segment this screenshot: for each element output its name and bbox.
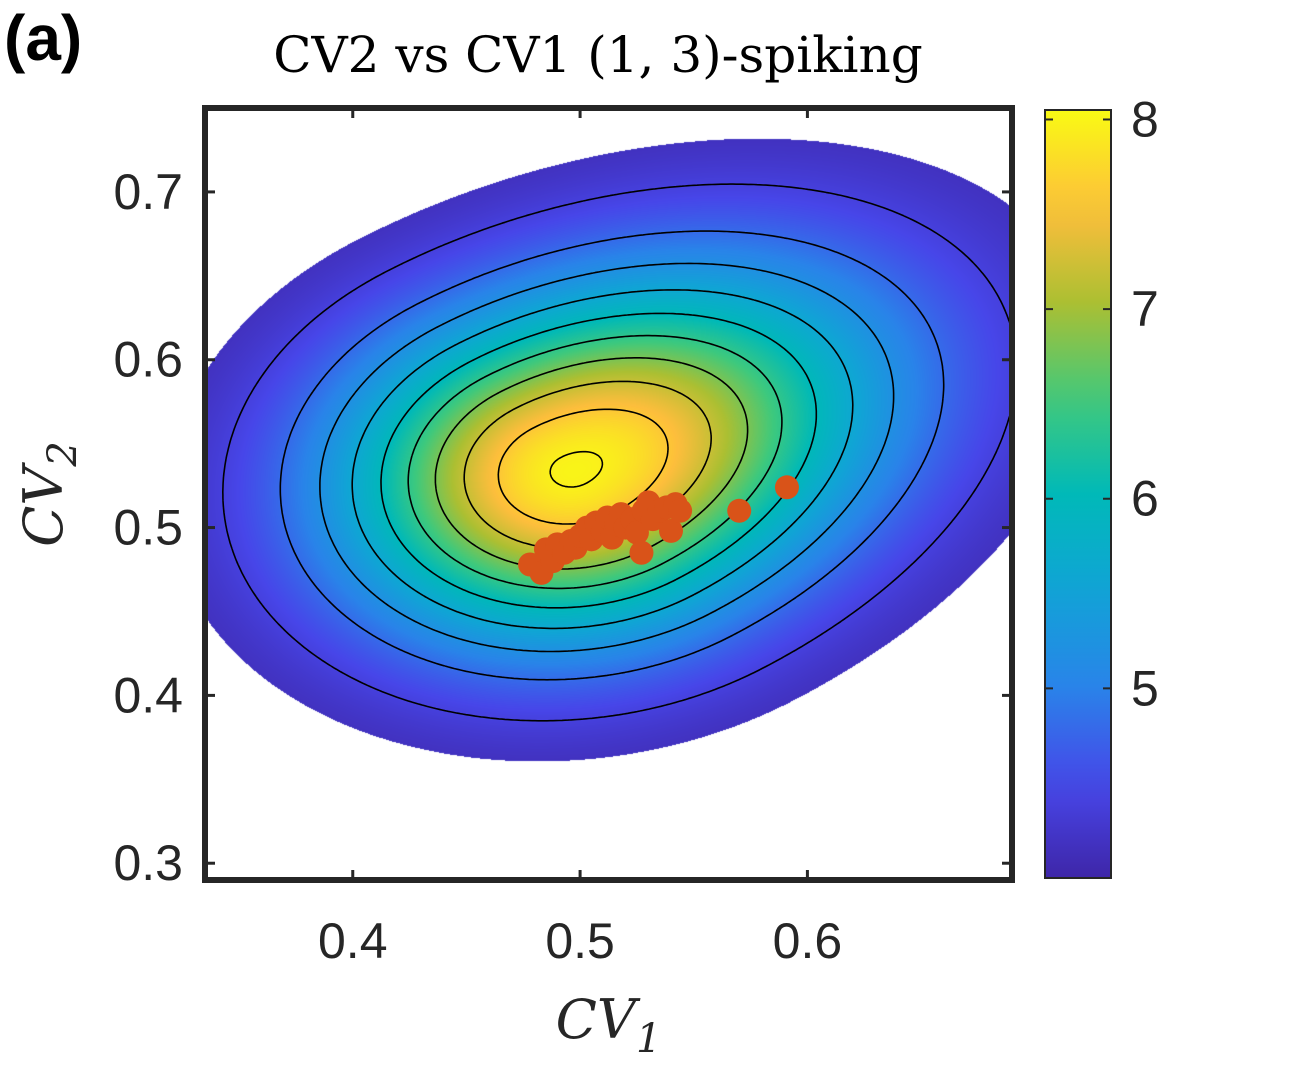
axes-box: [202, 105, 1015, 883]
y-axis-label-subscript: 2: [40, 441, 86, 467]
contour-line-0: [222, 183, 1012, 722]
scatter-point-19: [624, 520, 649, 545]
scatter-point-26: [659, 518, 684, 543]
y-tick-label: 0.7: [113, 164, 183, 220]
plot-area: 0.4 0.5 0.6 0.3 0.4 0.5 0.6 0.7: [113, 105, 1015, 969]
contour-line-3: [351, 289, 854, 630]
y-tick-label: 0.5: [113, 500, 183, 556]
density-image: [205, 108, 1012, 880]
y-axis-label-main: CV: [12, 462, 75, 547]
colorbar-tick-label: 7: [1131, 281, 1159, 337]
scatter-point-28: [668, 498, 693, 523]
x-axis-label: CV1: [556, 988, 662, 1062]
contour-line-9: [549, 450, 604, 488]
panel-label: (a): [4, 2, 82, 74]
colorbar-ticks: 5 6 7 8: [1045, 91, 1159, 716]
x-tick-label: 0.5: [545, 913, 615, 969]
density-heatmap: [205, 108, 1012, 880]
colorbar-tick-label: 5: [1131, 660, 1159, 716]
y-tick-label: 0.4: [113, 667, 183, 723]
contour-line-5: [407, 334, 783, 590]
y-axis-label: CV2: [12, 441, 86, 547]
axis-ticks: 0.4 0.5 0.6 0.3 0.4 0.5 0.6 0.7: [113, 108, 1012, 969]
scatter-points: [518, 475, 799, 585]
x-tick-label: 0.4: [318, 913, 388, 969]
contour-line-1: [279, 230, 945, 681]
colorbar-tick-label: 6: [1131, 471, 1159, 527]
y-tick-label: 0.6: [113, 332, 183, 388]
scatter-point-30: [774, 475, 799, 500]
contour-line-2: [319, 262, 895, 653]
colorbar: 5 6 7 8: [1044, 91, 1159, 879]
y-tick-label: 0.3: [113, 835, 183, 891]
scatter-point-20: [629, 540, 654, 565]
colorbar-tick-label: 8: [1131, 91, 1159, 147]
colorbar-gradient: [1044, 109, 1112, 879]
contour-line-6: [434, 357, 749, 570]
scatter-point-29: [727, 498, 752, 523]
chart-title: CV2 vs CV1 (1, 3)-spiking: [273, 26, 922, 84]
x-tick-label: 0.6: [773, 913, 843, 969]
x-axis-label-subscript: 1: [636, 1016, 661, 1062]
x-axis-label-main: CV: [556, 988, 641, 1051]
